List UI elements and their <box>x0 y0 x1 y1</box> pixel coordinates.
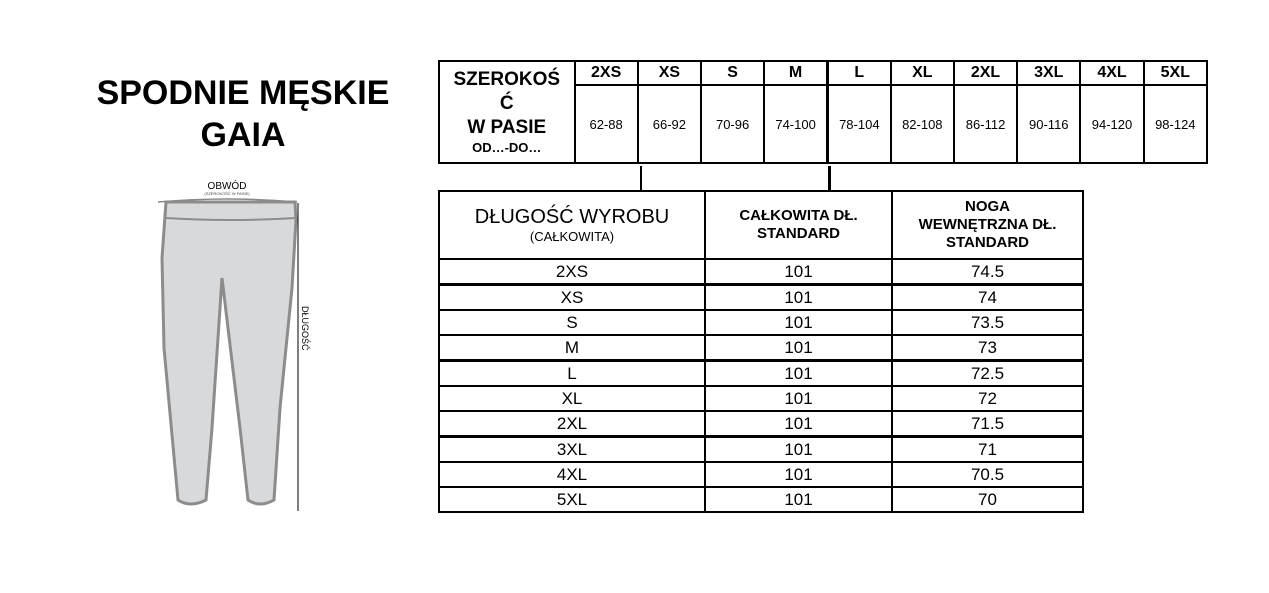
total-length-cell: 101 <box>704 385 893 412</box>
size-header: XL <box>889 60 955 86</box>
table-row: S 101 73.5 <box>438 309 1084 336</box>
total-length-cell: 101 <box>704 410 893 438</box>
waist-value: 70-96 <box>699 84 766 164</box>
waist-value: 66-92 <box>636 84 702 164</box>
total-length-cell: 101 <box>704 309 893 336</box>
length-label: DŁUGOŚĆ <box>300 306 311 351</box>
size-header: S <box>699 60 766 86</box>
size-header: 3XL <box>1016 60 1082 86</box>
waist-value: 90-116 <box>1016 84 1082 164</box>
size-cell: S <box>438 309 706 336</box>
pants-diagram: OBWÓD (SZEROKOŚĆ W PASIE) DŁUGOŚĆ <box>157 179 311 511</box>
inseam-cell: 74 <box>891 283 1084 311</box>
inseam-cell: 70 <box>891 486 1084 513</box>
circumference-label: OBWÓD <box>208 179 247 192</box>
table-row: 4XL 101 70.5 <box>438 461 1084 488</box>
size-cell: L <box>438 359 706 387</box>
inseam-header: NOGA WEWNĘTRZNA DŁ. STANDARD <box>891 190 1084 260</box>
circumference-sub: (SZEROKOŚĆ W PASIE) <box>204 191 250 196</box>
waist-value: 98-124 <box>1142 84 1209 164</box>
size-header: 4XL <box>1079 60 1145 86</box>
size-header: 2XL <box>952 60 1019 86</box>
length-label: DŁUGOŚĆ WYROBU (CAŁKOWITA) <box>438 190 706 260</box>
waist-value: 94-120 <box>1079 84 1145 164</box>
page-title: SPODNIE MĘSKIE GAIA <box>96 74 390 154</box>
inseam-cell: 71.5 <box>891 410 1084 438</box>
size-cell: M <box>438 334 706 362</box>
total-length-cell: 101 <box>704 283 893 311</box>
waist-size-table: SZEROKOŚ Ć W PASIE OD…-DO… 2XS XS S M L XL… <box>438 60 1209 164</box>
length-table: DŁUGOŚĆ WYROBU (CAŁKOWITA) CAŁKOWITA DŁ. S… <box>438 190 1084 513</box>
table-row: 2XS 101 74.5 <box>438 258 1084 286</box>
size-cell: 4XL <box>438 461 706 488</box>
connector-line <box>828 166 831 190</box>
waist-value: 62-88 <box>573 84 639 164</box>
total-length-cell: 101 <box>704 359 893 387</box>
total-length-header: CAŁKOWITA DŁ. STANDARD <box>704 190 893 260</box>
size-cell: 2XS <box>438 258 706 286</box>
size-cell: 2XL <box>438 410 706 438</box>
size-header: 5XL <box>1142 60 1209 86</box>
inseam-cell: 73 <box>891 334 1084 362</box>
table-row: 3XL 101 71 <box>438 435 1084 463</box>
waist-value: 78-104 <box>825 84 892 164</box>
table-row: M 101 73 <box>438 334 1084 362</box>
size-cell: 5XL <box>438 486 706 513</box>
table-row: 5XL 101 70 <box>438 486 1084 513</box>
total-length-cell: 101 <box>704 461 893 488</box>
total-length-cell: 101 <box>704 334 893 362</box>
table-row: XL 101 72 <box>438 385 1084 412</box>
waist-label: SZEROKOŚ Ć W PASIE OD…-DO… <box>438 60 576 164</box>
size-header: M <box>763 60 829 86</box>
inseam-cell: 72 <box>891 385 1084 412</box>
total-length-cell: 101 <box>704 258 893 286</box>
inseam-cell: 72.5 <box>891 359 1084 387</box>
size-cell: XL <box>438 385 706 412</box>
connector-line <box>640 166 642 190</box>
size-header: 2XS <box>573 60 639 86</box>
total-length-cell: 101 <box>704 486 893 513</box>
table-row: L 101 72.5 <box>438 359 1084 387</box>
size-cell: 3XL <box>438 435 706 463</box>
size-header: XS <box>636 60 702 86</box>
size-header: L <box>825 60 892 86</box>
total-length-cell: 101 <box>704 435 893 463</box>
waist-value: 74-100 <box>763 84 829 164</box>
table-row: 2XL 101 71.5 <box>438 410 1084 438</box>
inseam-cell: 71 <box>891 435 1084 463</box>
inseam-cell: 73.5 <box>891 309 1084 336</box>
size-cell: XS <box>438 283 706 311</box>
table-row: XS 101 74 <box>438 283 1084 311</box>
waist-value: 82-108 <box>889 84 955 164</box>
waist-value: 86-112 <box>952 84 1019 164</box>
inseam-cell: 74.5 <box>891 258 1084 286</box>
inseam-cell: 70.5 <box>891 461 1084 488</box>
